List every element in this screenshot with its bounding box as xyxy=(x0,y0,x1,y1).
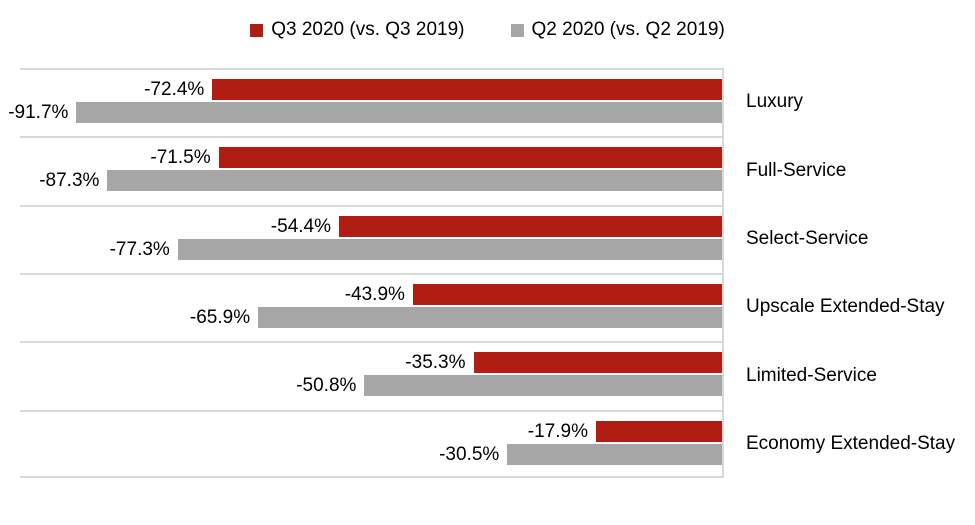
bar-value-label: -43.9% xyxy=(344,284,405,305)
bar-q3-2020-limited-service xyxy=(473,352,722,374)
category-label-select-service: Select-Service xyxy=(746,227,869,249)
category-label-upscale-extended-stay: Upscale Extended-Stay xyxy=(746,296,945,318)
bar-value-label: -72.4% xyxy=(144,79,205,100)
category-row: -71.5% -87.3% xyxy=(20,136,722,204)
plot-area: -72.4% -91.7% -71.5% -87.3% -54.4% -77.3% -43.… xyxy=(8,68,724,478)
bar-q2-2020-select-service xyxy=(177,238,722,260)
bar-q2-2020-full-service xyxy=(107,170,722,192)
bar-value-label: -50.8% xyxy=(296,375,357,397)
legend-swatch-icon xyxy=(510,23,524,37)
legend-label: Q2 2020 (vs. Q2 2019) xyxy=(531,19,725,40)
category-label-limited-service: Limited-Service xyxy=(746,364,877,386)
bar-q3-2020-full-service xyxy=(218,147,722,169)
bar-value-label: -77.3% xyxy=(109,238,170,260)
bar-value-label: -71.5% xyxy=(150,147,211,169)
bar-value-label: -91.7% xyxy=(8,102,69,123)
bar-q2-2020-luxury xyxy=(76,102,722,123)
legend-label: Q3 2020 (vs. Q3 2019) xyxy=(271,19,465,40)
category-row: -17.9% -30.5% xyxy=(20,409,722,478)
legend-item-q3-2020: Q3 2020 (vs. Q3 2019) xyxy=(250,18,465,42)
bar-q3-2020-economy-extended-stay xyxy=(596,420,722,442)
category-row: -43.9% -65.9% xyxy=(20,273,722,341)
chart-legend: Q3 2020 (vs. Q3 2019) Q2 2020 (vs. Q2 201… xyxy=(0,18,975,42)
category-row: -35.3% -50.8% xyxy=(20,341,722,409)
category-row: -72.4% -91.7% xyxy=(8,68,722,136)
bar-value-label: -30.5% xyxy=(439,443,500,465)
category-row: -54.4% -77.3% xyxy=(20,204,722,273)
category-label-full-service: Full-Service xyxy=(746,159,847,181)
bar-q2-2020-upscale-extended-stay xyxy=(258,307,722,328)
bar-q2-2020-economy-extended-stay xyxy=(507,443,722,465)
bar-value-label: -17.9% xyxy=(527,420,588,442)
legend-swatch-icon xyxy=(250,23,264,37)
bar-value-label: -35.3% xyxy=(405,352,466,374)
bar-q3-2020-upscale-extended-stay xyxy=(412,284,722,305)
legend-item-q2-2020: Q2 2020 (vs. Q2 2019) xyxy=(510,18,725,42)
bar-value-label: -54.4% xyxy=(270,215,331,237)
category-label-luxury: Luxury xyxy=(746,91,804,113)
bar-q3-2020-luxury xyxy=(212,79,722,100)
bar-q2-2020-limited-service xyxy=(364,375,722,397)
bar-value-label: -65.9% xyxy=(189,307,251,328)
category-label-economy-extended-stay: Economy Extended-Stay xyxy=(746,432,956,454)
bar-value-label: -87.3% xyxy=(39,170,100,192)
bar-q3-2020-select-service xyxy=(339,215,722,237)
